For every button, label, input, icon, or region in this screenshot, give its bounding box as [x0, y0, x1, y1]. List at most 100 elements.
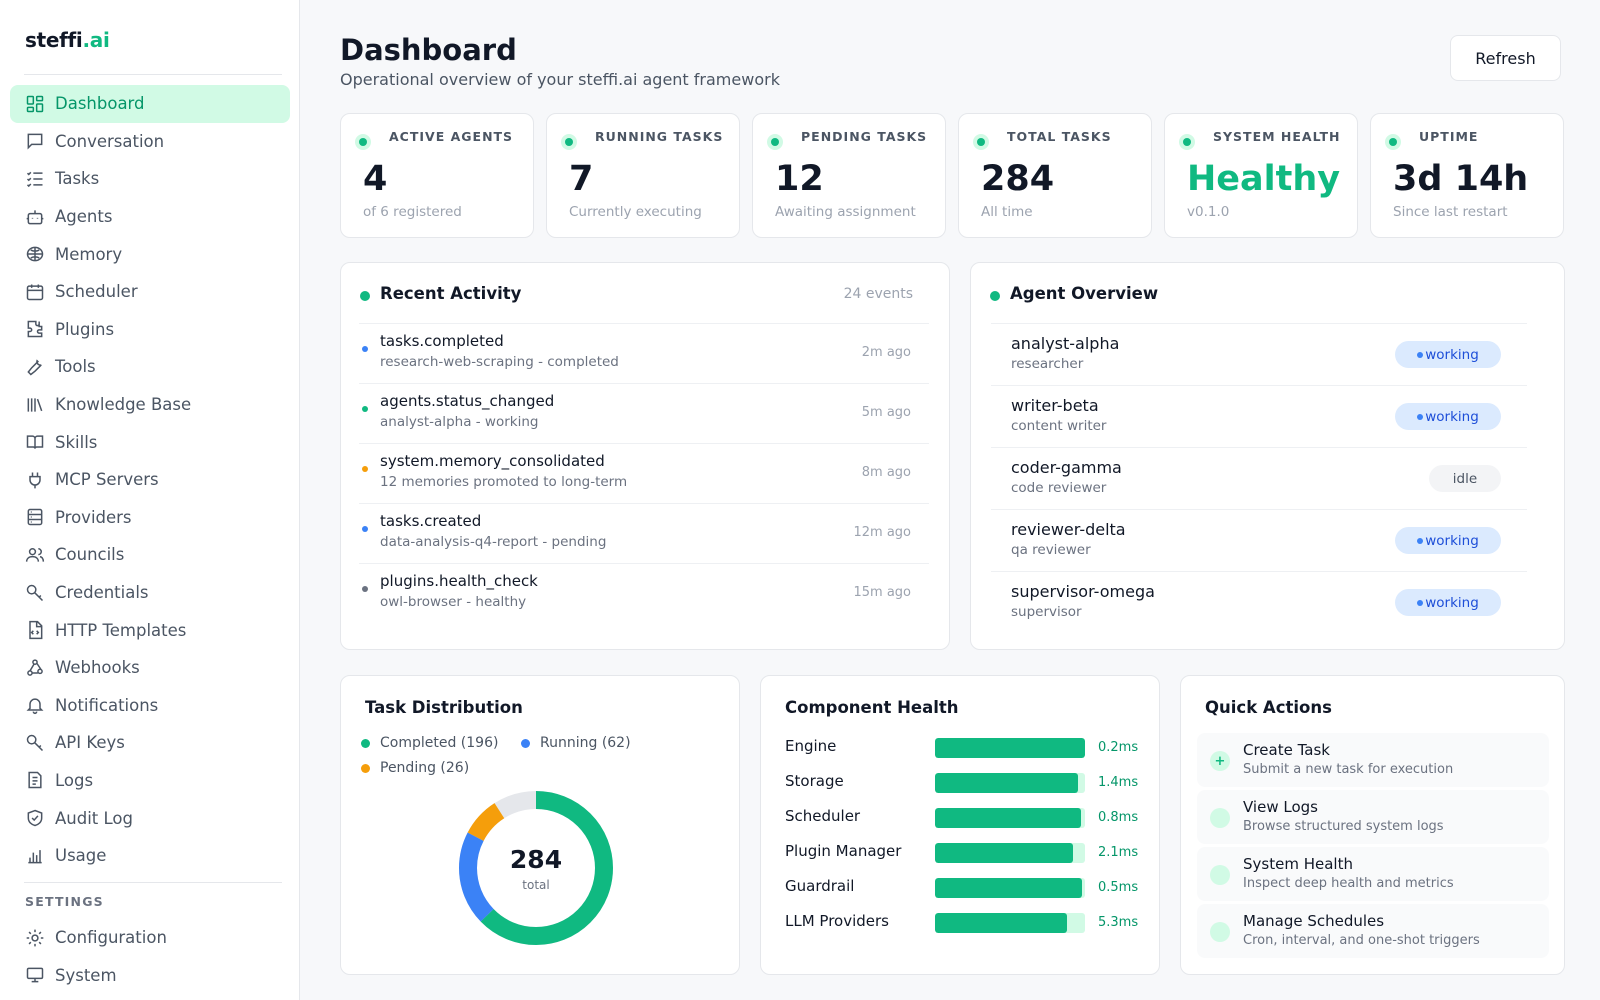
plug-icon	[29, 472, 41, 489]
health-bar	[935, 878, 1085, 898]
activity-item[interactable]: system.memory_consolidated 12 memories p…	[359, 443, 929, 503]
sidebar-item-councils[interactable]: Councils	[10, 536, 290, 574]
key-icon	[26, 584, 44, 601]
component-latency: 0.8ms	[1098, 810, 1139, 825]
action-description: Cron, interval, and one-shot triggers	[1243, 933, 1480, 948]
sidebar-item-logs[interactable]: Logs	[10, 762, 290, 800]
sidebar-item-audit-log[interactable]: Audit Log	[10, 799, 290, 837]
sidebar-item-agents[interactable]: Agents	[10, 198, 290, 236]
sun-gear-icon	[26, 929, 44, 947]
sidebar-item-tasks[interactable]: Tasks	[10, 160, 290, 198]
activity-description: analyst-alpha - working	[380, 414, 539, 430]
sidebar-item-http-templates[interactable]: HTTP Templates	[10, 611, 290, 649]
activity-item[interactable]: agents.status_changed analyst-alpha - wo…	[359, 383, 929, 443]
webhook-icon	[27, 659, 43, 676]
component-health-panel: Component Health Engine 0.2ms Storage 1.…	[760, 675, 1160, 975]
sidebar-item-scheduler[interactable]: Scheduler	[10, 273, 290, 311]
refresh-button[interactable]: Refresh	[1450, 35, 1561, 81]
health-row-plugin-manager: Plugin Manager 2.1ms	[785, 838, 1145, 873]
sidebar-item-label: Tools	[55, 357, 96, 377]
system-health-action[interactable]: System Health Inspect deep health and me…	[1197, 847, 1549, 901]
sidebar-item-dashboard[interactable]: Dashboard	[10, 85, 290, 123]
sidebar-item-usage[interactable]: Usage	[10, 837, 290, 875]
sidebar-item-configuration[interactable]: Configuration	[10, 919, 290, 957]
sidebar-item-providers[interactable]: Providers	[10, 499, 290, 537]
action-title: Create Task	[1243, 741, 1330, 759]
health-bar-fill	[935, 808, 1081, 828]
activity-description: owl-browser - healthy	[380, 594, 527, 610]
sidebar-item-label: Scheduler	[55, 282, 138, 302]
activity-time: 8m ago	[861, 465, 911, 480]
agent-row[interactable]: coder-gamma code reviewer idle	[991, 447, 1527, 509]
activity-dot-icon	[362, 526, 368, 532]
sidebar-item-system[interactable]: System	[10, 957, 290, 995]
settings-nav: Configuration System	[10, 919, 290, 994]
task-distribution-panel: Task Distribution Completed (196) Runnin…	[340, 675, 740, 975]
bar-chart-icon	[28, 849, 42, 864]
sidebar-item-knowledge-base[interactable]: Knowledge Base	[10, 386, 290, 424]
health-row-llm-providers: LLM Providers 5.3ms	[785, 908, 1145, 943]
agent-row[interactable]: writer-beta content writer working	[991, 385, 1527, 447]
sidebar-divider	[24, 882, 282, 883]
stat-value: 7	[569, 159, 594, 199]
legend-item-running: Running (62)	[521, 735, 631, 751]
sidebar-item-skills[interactable]: Skills	[10, 423, 290, 461]
create-task-action[interactable]: + Create Task Submit a new task for exec…	[1197, 733, 1549, 787]
sidebar-item-plugins[interactable]: Plugins	[10, 311, 290, 349]
sidebar-item-label: System	[55, 965, 117, 985]
sidebar-item-label: Knowledge Base	[55, 395, 192, 415]
sidebar-item-label: Conversation	[55, 131, 165, 151]
stat-card-system-health: SYSTEM HEALTH Healthy v0.1.0	[1164, 113, 1358, 238]
stat-subtext: Since last restart	[1393, 204, 1508, 220]
stat-label: PENDING TASKS	[801, 129, 928, 144]
checklist-icon	[26, 171, 43, 188]
bell-icon	[26, 698, 44, 715]
activity-dot-icon	[362, 406, 368, 412]
sidebar-item-memory[interactable]: Memory	[10, 235, 290, 273]
component-name: Storage	[785, 772, 844, 790]
agent-row[interactable]: reviewer-delta qa reviewer working	[991, 509, 1527, 571]
health-bar-fill	[935, 878, 1082, 898]
sidebar-item-label: MCP Servers	[55, 470, 159, 490]
calendar-icon	[26, 284, 44, 301]
component-latency: 0.5ms	[1098, 880, 1139, 895]
status-dot-icon	[561, 134, 577, 150]
sidebar-item-label: Agents	[55, 207, 113, 227]
stat-label: UPTIME	[1419, 129, 1479, 144]
page-subtitle: Operational overview of your steffi.ai a…	[340, 70, 780, 89]
sidebar-item-label: Memory	[55, 244, 123, 264]
sidebar-item-tools[interactable]: Tools	[10, 348, 290, 386]
health-bar-fill	[935, 843, 1073, 863]
recent-activity-title: Recent Activity	[380, 284, 522, 303]
puzzle-icon	[27, 321, 43, 338]
health-bar	[935, 913, 1085, 933]
manage-schedules-action[interactable]: Manage Schedules Cron, interval, and one…	[1197, 904, 1549, 958]
activity-item[interactable]: tasks.created data-analysis-q4-report - …	[359, 503, 929, 563]
file-code-icon	[29, 621, 43, 640]
legend-label: Completed (196)	[380, 735, 499, 751]
brain-icon	[26, 246, 44, 262]
activity-item[interactable]: plugins.health_check owl-browser - healt…	[359, 563, 929, 623]
agent-row[interactable]: analyst-alpha researcher working	[991, 323, 1527, 385]
stat-value: 12	[775, 159, 824, 199]
health-bar-fill	[935, 913, 1067, 933]
stat-subtext: All time	[981, 204, 1033, 220]
app-logo[interactable]: steffi.ai	[25, 28, 110, 52]
activity-item[interactable]: tasks.completed research-web-scraping - …	[359, 323, 929, 383]
sidebar-item-conversation[interactable]: Conversation	[10, 123, 290, 161]
sidebar-item-webhooks[interactable]: Webhooks	[10, 649, 290, 687]
key-icon	[26, 734, 44, 751]
activity-time: 15m ago	[853, 585, 911, 600]
sidebar-item-notifications[interactable]: Notifications	[10, 687, 290, 725]
stat-card-running-tasks: RUNNING TASKS 7 Currently executing	[546, 113, 740, 238]
sidebar-item-mcp-servers[interactable]: MCP Servers	[10, 461, 290, 499]
sidebar-item-api-keys[interactable]: API Keys	[10, 724, 290, 762]
legend-label: Running (62)	[540, 735, 631, 751]
sidebar-item-credentials[interactable]: Credentials	[10, 574, 290, 612]
view-logs-action[interactable]: View Logs Browse structured system logs	[1197, 790, 1549, 844]
sidebar-item-label: Webhooks	[55, 658, 140, 678]
agent-row[interactable]: supervisor-omega supervisor working	[991, 571, 1527, 633]
activity-dot-icon	[362, 346, 368, 352]
health-bar	[935, 773, 1085, 793]
legend-item-pending: Pending (26)	[361, 760, 469, 776]
